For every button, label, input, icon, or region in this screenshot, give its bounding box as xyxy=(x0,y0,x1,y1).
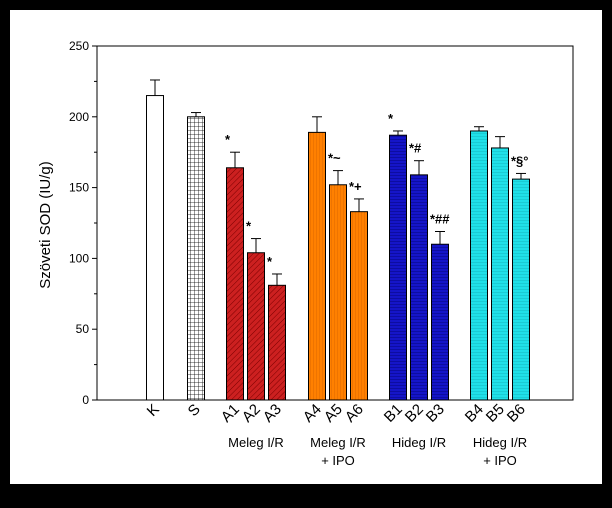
annotation-a1: * xyxy=(225,132,231,147)
y-tick-label: 150 xyxy=(69,181,89,195)
bar-a5 xyxy=(329,184,347,401)
bar-a2 xyxy=(247,252,265,401)
y-tick-label: 200 xyxy=(69,110,89,124)
x-tick-label-a6: A6 xyxy=(342,401,367,426)
y-tick-label: 50 xyxy=(76,322,90,336)
bar-s xyxy=(187,116,205,401)
group-label-3: Hideg I/R xyxy=(392,435,446,450)
y-tick-label: 100 xyxy=(69,251,89,265)
group-label-1: Meleg I/R xyxy=(228,435,284,450)
bar-a1 xyxy=(226,167,244,401)
bar-b1 xyxy=(389,134,407,401)
bar-b4 xyxy=(470,130,488,401)
bar-a3 xyxy=(268,284,286,401)
x-tick-label-b6: B6 xyxy=(504,401,529,426)
bar-a6 xyxy=(350,211,368,401)
annotation-a5: *~ xyxy=(328,151,341,166)
x-tick-label-a3: A3 xyxy=(260,401,285,426)
x-tick-label-b3: B3 xyxy=(423,401,448,426)
annotation-b3: *## xyxy=(430,211,450,226)
annotation-a2: * xyxy=(246,219,252,234)
bar-b5 xyxy=(491,147,509,401)
annotation-b1: * xyxy=(388,111,394,126)
x-tick-label-k: K xyxy=(144,401,163,420)
y-tick-label: 0 xyxy=(82,393,89,407)
bar-b2 xyxy=(410,174,428,401)
annotation-b2: *# xyxy=(409,141,422,156)
annotation-a6: *+ xyxy=(349,179,362,194)
group-sublabel-4: + IPO xyxy=(483,453,517,468)
bar-b6 xyxy=(512,178,530,401)
annotation-a3: * xyxy=(267,254,273,269)
y-axis-label: Szöveti SOD (IU/g) xyxy=(37,161,54,289)
x-tick-label-s: S xyxy=(185,401,204,420)
group-label-2: Meleg I/R xyxy=(310,435,366,450)
group-sublabel-2: + IPO xyxy=(321,453,355,468)
annotation-b6: *§° xyxy=(511,153,529,168)
chart-panel: 0 50 100 150 200 250 K S * A1 * A2 * A3 A4 *~ A5 *+ A6 * B1 *… xyxy=(10,10,602,484)
bar-a4 xyxy=(308,131,326,401)
bar-b3 xyxy=(431,243,449,401)
group-label-4: Hideg I/R xyxy=(473,435,527,450)
y-tick-label: 250 xyxy=(69,39,89,53)
bar-k xyxy=(146,95,164,401)
